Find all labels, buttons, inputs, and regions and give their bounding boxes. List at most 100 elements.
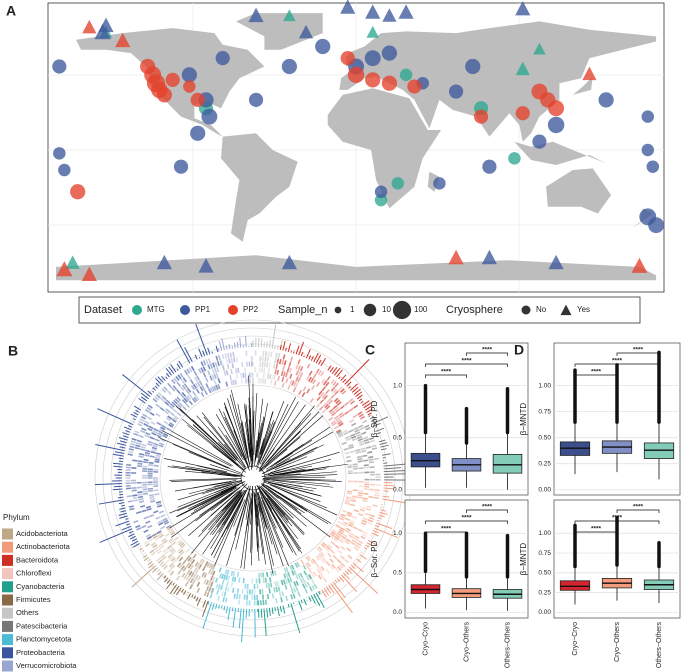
abundance-bar	[133, 411, 139, 416]
heat-cell	[207, 364, 211, 370]
tree-branch	[237, 444, 249, 467]
legend-label: Proteobacteria	[16, 648, 66, 657]
abundance-bar	[140, 396, 148, 402]
heat-cell	[325, 389, 330, 395]
legend-swatch	[2, 594, 13, 606]
x-tick-label: Cryo−Others	[463, 622, 470, 662]
heat-cell	[310, 578, 315, 585]
heat-cell	[316, 547, 322, 553]
abundance-bar	[221, 338, 225, 351]
heat-cell	[311, 558, 317, 564]
heat-cell	[217, 383, 221, 390]
heat-cell	[210, 587, 214, 593]
heat-cell	[337, 420, 343, 425]
heat-cell	[293, 581, 297, 587]
heat-cell	[290, 564, 295, 570]
tree-branch	[257, 438, 265, 459]
heat-cell	[338, 422, 344, 427]
heat-cell	[282, 371, 286, 377]
tree-branch	[255, 432, 260, 456]
heat-cell	[325, 405, 331, 410]
heat-cell	[180, 565, 185, 571]
heat-cell	[280, 370, 284, 377]
heat-cell	[267, 351, 270, 357]
heat-cell	[267, 368, 271, 374]
heat-cell	[137, 491, 143, 494]
heat-cell	[363, 438, 370, 442]
heat-cell	[160, 438, 166, 442]
abundance-bar	[130, 413, 138, 418]
tree-branch	[258, 503, 274, 566]
heat-cell	[347, 511, 353, 515]
heat-cell	[348, 398, 354, 403]
heat-cell	[137, 460, 143, 463]
heat-cell	[218, 567, 222, 573]
y-tick-label: 0.25	[538, 460, 551, 467]
heat-cell	[189, 379, 194, 385]
tree-branch	[177, 481, 245, 512]
heat-cell	[282, 354, 286, 360]
tree-branch	[245, 492, 251, 520]
sample-point-triangle	[515, 61, 530, 76]
heat-cell	[176, 381, 181, 387]
heat-cell	[345, 437, 352, 442]
heat-cell	[156, 550, 162, 555]
heat-cell	[350, 499, 357, 503]
heat-cell	[298, 389, 302, 396]
heat-cell	[155, 452, 162, 456]
heat-cell	[320, 565, 325, 571]
legend-shape	[521, 305, 531, 315]
heat-cell	[188, 393, 193, 399]
heat-cell	[176, 412, 182, 417]
abundance-bar	[133, 418, 136, 421]
tree-branch	[267, 465, 313, 475]
sample-point-triangle	[448, 249, 464, 265]
heat-cell	[366, 521, 373, 525]
heat-cell	[182, 377, 187, 383]
heat-cell	[148, 463, 154, 467]
heat-cell	[182, 405, 188, 411]
heat-cell	[165, 427, 172, 432]
significance-bracket	[574, 531, 618, 535]
heat-cell	[266, 593, 270, 600]
abundance-bar	[300, 599, 303, 603]
heat-cell	[200, 361, 204, 367]
heat-cell	[211, 368, 215, 374]
heat-cell	[157, 432, 163, 436]
heat-cell	[302, 583, 306, 589]
heat-cell	[224, 586, 228, 592]
tree-branch	[223, 402, 247, 460]
heat-cell	[349, 503, 356, 507]
tree-branch	[182, 418, 239, 466]
heat-cell	[315, 555, 320, 561]
abundance-bar	[118, 502, 125, 505]
legend-swatch	[2, 541, 13, 553]
heat-cell	[238, 594, 241, 600]
heat-cell	[227, 575, 231, 581]
heat-cell	[172, 558, 178, 564]
heat-cell	[240, 373, 243, 379]
heat-cell	[356, 542, 362, 547]
heat-cell	[192, 579, 196, 585]
heat-cell	[266, 571, 269, 578]
heat-cell	[145, 432, 151, 436]
abundance-bar	[195, 596, 199, 602]
heat-cell	[262, 372, 265, 379]
heat-cell	[328, 416, 334, 422]
tree-branch	[274, 439, 313, 465]
heat-cell	[136, 439, 142, 443]
significance-bracket	[466, 352, 508, 356]
heat-cell	[181, 399, 187, 404]
heat-cell	[212, 576, 216, 582]
abundance-bar	[327, 365, 332, 371]
heat-cell	[353, 509, 360, 513]
heat-cell	[336, 566, 342, 571]
heat-cell	[180, 543, 186, 549]
heat-cell	[207, 358, 212, 364]
heat-cell	[358, 440, 364, 444]
heat-cell	[289, 565, 293, 571]
sample-point	[391, 177, 404, 190]
heat-cell	[136, 527, 142, 531]
tree-branch	[177, 486, 229, 508]
heat-cell	[169, 548, 175, 553]
